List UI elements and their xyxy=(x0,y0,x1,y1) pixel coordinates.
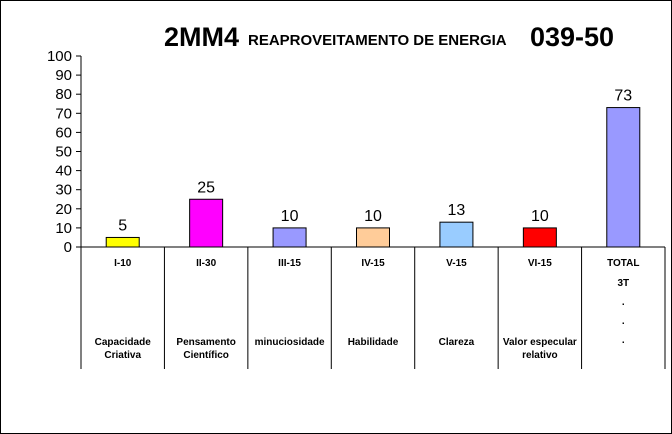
category-description: . xyxy=(622,316,625,327)
data-label-vi-15: 10 xyxy=(531,208,549,225)
bar-iii-15 xyxy=(272,227,307,248)
x-tick-label: I-10 xyxy=(114,258,132,269)
category-description: Clareza xyxy=(439,337,475,348)
y-tick-label: 50 xyxy=(55,144,72,161)
category-description: . xyxy=(622,335,625,346)
y-tick-label: 90 xyxy=(55,67,72,84)
x-tick-label: V-15 xyxy=(446,258,467,269)
category-description: Valor especular xyxy=(503,337,577,348)
category-description: Capacidade xyxy=(95,337,152,348)
y-tick-label: 20 xyxy=(55,201,72,218)
x-tick-label: IV-15 xyxy=(361,258,385,269)
x-tick-label: II-30 xyxy=(196,258,216,269)
category-description: Habilidade xyxy=(348,337,399,348)
chart-title: 2MM4 REAPROVEITAMENTO DE ENERGIA 039-50 xyxy=(164,22,614,52)
bars xyxy=(105,107,641,248)
x-tick-label: VI-15 xyxy=(528,258,552,269)
x-tick-label: TOTAL xyxy=(607,258,639,269)
category-description: relativo xyxy=(522,350,558,361)
category-description: . xyxy=(622,297,625,308)
data-label-ii-30: 25 xyxy=(197,179,215,196)
y-tick-label: 40 xyxy=(55,163,72,180)
y-tick-label: 60 xyxy=(55,124,72,141)
bar-vi-15 xyxy=(522,227,557,248)
title-number: 039-50 xyxy=(530,22,614,52)
bar-total xyxy=(606,107,641,248)
bar-ii-30 xyxy=(189,198,224,248)
category-description: minuciosidade xyxy=(255,337,325,348)
title-code: 2MM4 xyxy=(164,22,239,52)
y-tick-label: 70 xyxy=(55,105,72,122)
y-tick-label: 80 xyxy=(55,86,72,103)
y-tick-label: 100 xyxy=(47,48,72,65)
title-subtitle: REAPROVEITAMENTO DE ENERGIA xyxy=(248,32,507,49)
category-description: Criativa xyxy=(104,350,141,361)
category-description: Científico xyxy=(183,350,229,361)
data-label-iii-15: 10 xyxy=(281,208,299,225)
category-description: 3T xyxy=(617,278,629,289)
category-table: I-10 Capacidade Criativa II-30 Pensamento Cie… xyxy=(80,246,666,369)
data-label-i-10: 5 xyxy=(118,217,127,234)
x-tick-label: III-15 xyxy=(278,258,301,269)
data-label-v-15: 13 xyxy=(448,202,466,219)
y-tick-label: 10 xyxy=(55,220,72,237)
y-tick-label: 0 xyxy=(64,239,72,256)
category-description: Pensamento xyxy=(176,337,235,348)
y-axis: 0 10 20 30 40 50 60 70 80 90 100 xyxy=(47,48,82,256)
bar-i-10 xyxy=(105,236,140,248)
bar-iv-15 xyxy=(356,227,390,248)
data-label-iv-15: 10 xyxy=(364,208,382,225)
bar-v-15 xyxy=(439,221,474,248)
data-label-total: 73 xyxy=(614,88,632,105)
data-labels: 5 25 10 10 13 10 73 xyxy=(118,88,632,235)
y-tick-label: 30 xyxy=(55,182,72,199)
